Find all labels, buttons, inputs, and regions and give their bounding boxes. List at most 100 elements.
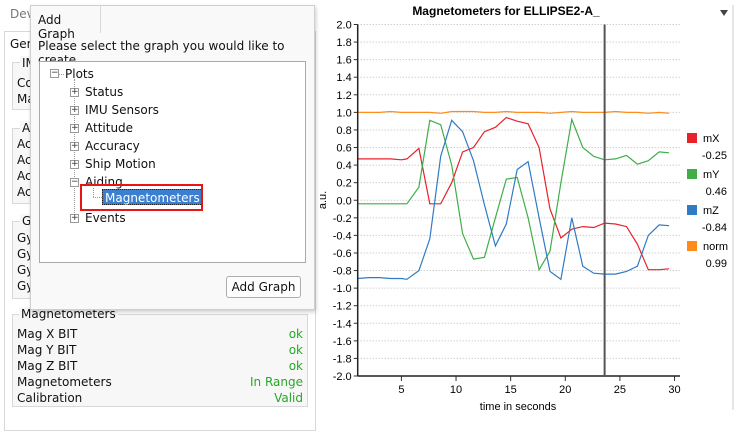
legend-swatch-mZ [687, 205, 697, 215]
y-tick-label: 0.2 [336, 178, 351, 190]
status-value: Valid [274, 391, 303, 405]
tree-node-status[interactable]: Status [85, 85, 124, 99]
legend-label-norm: norm [703, 241, 728, 253]
y-tick-label: 0.0 [336, 195, 351, 207]
gyro-row: Gy [17, 247, 34, 261]
status-value: In Range [250, 375, 303, 389]
legend-label-mY: mY [703, 169, 720, 181]
y-tick-label: 1.2 [336, 90, 351, 102]
legend-value-mX: -0.25 [702, 150, 727, 162]
axes: 2.0 1.8 1.6 1.4 1.2 1.0 0.8 0.6 0.4 0.2 0.0 -0.2 -0.… [333, 20, 681, 397]
magnetometers-group-title: Magnetometers [19, 307, 118, 321]
y-tick-label: -1.6 [333, 336, 352, 348]
y-tick-label: 1.0 [336, 107, 351, 119]
y-tick-label: 2.0 [336, 20, 351, 32]
y-tick-label: -0.8 [333, 266, 352, 278]
legend-swatch-mX [687, 133, 697, 143]
gyro-row: Gy [17, 231, 34, 245]
series-line-mZ [357, 119, 670, 281]
tree-node-attitude[interactable]: Attitude [85, 121, 134, 135]
x-axis-label: time in seconds [480, 401, 557, 413]
y-tick-label: 1.6 [336, 55, 351, 67]
imu-row: Co [17, 76, 33, 90]
x-tick-label: 25 [614, 384, 626, 396]
expand-icon[interactable]: + [70, 141, 79, 151]
magnetometers-chart: Magnetometers for ELLIPSE2-A_ 2.0 1.8 1.6 1… [320, 4, 734, 413]
tree-node-events[interactable]: Events [85, 211, 126, 225]
y-tick-label: 0.4 [336, 160, 351, 172]
x-tick-label: 20 [559, 384, 571, 396]
status-value: ok [288, 327, 303, 341]
dialog-title-tab[interactable]: Add Graph [31, 6, 101, 41]
status-label: Mag Z BIT [17, 359, 78, 373]
y-tick-label: -1.8 [333, 353, 352, 365]
legend-value-mZ: -0.84 [702, 222, 727, 234]
tree-node-imu-sensors[interactable]: IMU Sensors [85, 103, 159, 117]
status-row: Magnetometers In Range [17, 375, 303, 391]
y-tick-label: -0.2 [333, 213, 352, 225]
legend: mX -0.25 mY 0.46 mZ -0.84 norm 0.99 [687, 133, 728, 270]
status-value: ok [288, 343, 303, 357]
grid [357, 24, 680, 377]
chart-menu-dropdown-icon[interactable] [720, 10, 728, 16]
x-tick-label: 5 [398, 384, 404, 396]
status-value: ok [288, 359, 303, 373]
accel-row: Ac [17, 169, 32, 183]
series-line-mY [357, 117, 670, 272]
series-line-norm [357, 110, 670, 114]
y-tick-label: -0.6 [333, 248, 352, 260]
y-tick-label: 0.6 [336, 143, 351, 155]
y-axis-label: a.u. [320, 191, 329, 209]
expand-icon[interactable]: + [70, 213, 79, 223]
collapse-icon[interactable]: − [70, 177, 79, 187]
accel-row: Ac [17, 153, 32, 167]
x-tick-label: 15 [505, 384, 517, 396]
gyro-row: Gy [17, 279, 34, 293]
expand-icon[interactable]: + [70, 105, 79, 115]
legend-value-mY: 0.46 [706, 186, 727, 198]
tree-node-ship-motion[interactable]: Ship Motion [85, 157, 156, 171]
status-row: Mag Z BIT ok [17, 359, 303, 375]
y-tick-label: -1.4 [333, 318, 352, 330]
legend-swatch-mY [687, 169, 697, 179]
y-tick-label: -1.0 [333, 283, 352, 295]
tree-node-accuracy[interactable]: Accuracy [85, 139, 140, 153]
expand-icon[interactable]: + [70, 87, 79, 97]
status-label: Mag Y BIT [17, 343, 77, 357]
series-lines [357, 110, 670, 281]
tab-device[interactable]: Dev [10, 7, 34, 21]
chart-title: Magnetometers for ELLIPSE2-A_ [412, 4, 600, 18]
magnetometers-group: Mag X BIT ok Mag Y BIT ok Mag Z BIT ok Magn… [12, 314, 308, 407]
add-graph-button[interactable]: Add Graph [226, 276, 301, 298]
gyro-group-title: G [20, 214, 34, 228]
highlight-annotation [80, 184, 203, 211]
y-tick-label: 0.8 [336, 125, 351, 137]
gyro-row: Gy [17, 263, 34, 277]
status-label: Mag X BIT [17, 327, 78, 341]
x-tick-label: 10 [450, 384, 462, 396]
accel-group-title: A [20, 121, 33, 135]
status-label: Calibration [17, 391, 83, 405]
x-tick-label: 30 [668, 384, 680, 396]
tab-general[interactable]: Gen [10, 37, 35, 51]
expand-icon[interactable]: + [70, 123, 79, 133]
expand-icon[interactable]: + [70, 159, 79, 169]
legend-label-mX: mX [703, 133, 720, 145]
accel-row: Ac [17, 185, 32, 199]
y-tick-label: -0.4 [333, 230, 352, 242]
status-row: Mag X BIT ok [17, 327, 303, 343]
graph-tree[interactable]: − Plots + Status + IMU Sensors + Attitud… [39, 61, 306, 263]
y-tick-label: 1.8 [336, 37, 351, 49]
collapse-icon[interactable]: − [50, 68, 59, 78]
tree-node-magnetometers[interactable]: Magnetometers [102, 189, 203, 205]
y-tick-label: -2.0 [333, 371, 352, 383]
tree-node-plots[interactable]: Plots [65, 67, 94, 81]
legend-value-norm: 0.99 [706, 258, 727, 270]
device-panel: Dev Gen IM Co Ma A Ac Ac Ac Ac G Gy Gy G… [0, 0, 320, 433]
add-graph-dialog: Add Graph Please select the graph you wo… [30, 5, 315, 310]
status-row: Mag Y BIT ok [17, 343, 303, 359]
accel-row: Ac [17, 137, 32, 151]
series-line-mX [357, 116, 670, 271]
status-label: Magnetometers [17, 375, 112, 389]
y-tick-label: -1.2 [333, 301, 352, 313]
